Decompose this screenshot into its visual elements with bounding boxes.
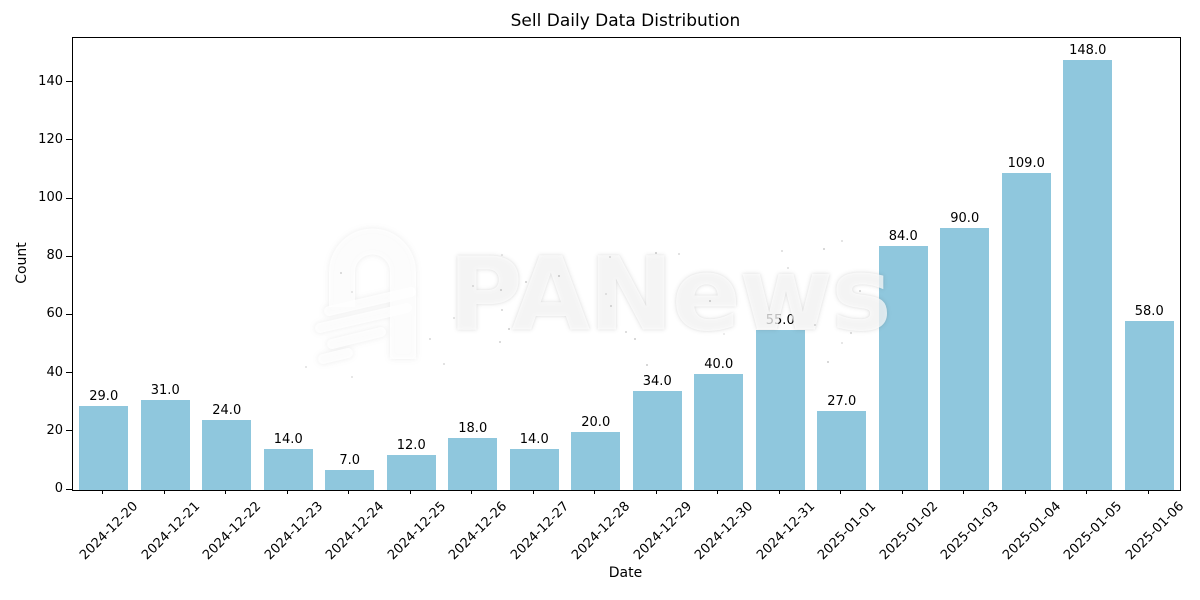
bar bbox=[1063, 59, 1113, 490]
x-tick-label: 2025-01-02 bbox=[876, 499, 941, 564]
y-tick-mark bbox=[66, 488, 72, 490]
bar bbox=[878, 245, 928, 490]
bar-value-label: 27.0 bbox=[827, 394, 857, 410]
bar bbox=[140, 399, 190, 490]
x-tick-label: 2024-12-20 bbox=[77, 499, 142, 564]
bar bbox=[386, 455, 436, 490]
y-tick-label: 80 bbox=[46, 248, 63, 264]
x-tick-label: 2025-01-03 bbox=[938, 499, 1003, 564]
y-tick-label: 20 bbox=[46, 422, 63, 438]
bar-value-label: 29.0 bbox=[89, 388, 119, 404]
bar-value-label: 24.0 bbox=[212, 403, 242, 419]
x-tick-mark bbox=[901, 490, 903, 494]
bar bbox=[1124, 321, 1174, 490]
bar-value-label: 31.0 bbox=[150, 382, 180, 398]
y-tick-mark bbox=[66, 313, 72, 315]
x-tick-mark bbox=[163, 490, 165, 494]
bar bbox=[509, 449, 559, 490]
x-tick-mark bbox=[409, 490, 411, 494]
y-tick-label: 100 bbox=[38, 190, 63, 206]
bar bbox=[263, 449, 313, 490]
x-tick-mark bbox=[225, 490, 227, 494]
bar-value-label: 14.0 bbox=[273, 432, 303, 448]
x-tick-mark bbox=[1086, 490, 1088, 494]
plot-area: 29.0 31.0 24.0 14.0 7.0 12.0 18.0 14.0 20.0 34.0 4… bbox=[72, 37, 1181, 491]
y-tick-mark bbox=[66, 139, 72, 141]
bar bbox=[940, 228, 990, 490]
bar bbox=[632, 391, 682, 490]
bar bbox=[571, 431, 621, 490]
x-tick-label: 2024-12-23 bbox=[261, 499, 326, 564]
y-tick-label: 40 bbox=[46, 364, 63, 380]
x-tick-mark bbox=[594, 490, 596, 494]
y-tick-mark bbox=[66, 197, 72, 199]
bar-value-label: 18.0 bbox=[458, 420, 488, 436]
y-tick-mark bbox=[66, 372, 72, 374]
bar-value-label: 12.0 bbox=[396, 438, 426, 454]
x-tick-label: 2024-12-21 bbox=[138, 499, 203, 564]
x-tick-mark bbox=[963, 490, 965, 494]
x-tick-label: 2024-12-29 bbox=[630, 499, 695, 564]
y-tick-label: 120 bbox=[38, 131, 63, 147]
bar-value-label: 109.0 bbox=[1007, 155, 1045, 171]
x-tick-mark bbox=[1147, 490, 1149, 494]
x-tick-mark bbox=[717, 490, 719, 494]
y-tick-mark bbox=[66, 430, 72, 432]
y-tick-mark bbox=[66, 81, 72, 83]
bar bbox=[1001, 172, 1051, 490]
bar bbox=[448, 437, 498, 490]
x-tick-label: 2024-12-30 bbox=[692, 499, 757, 564]
x-tick-mark bbox=[1024, 490, 1026, 494]
x-tick-label: 2025-01-05 bbox=[1061, 499, 1126, 564]
x-tick-mark bbox=[102, 490, 104, 494]
x-tick-label: 2024-12-22 bbox=[200, 499, 265, 564]
bar-value-label: 90.0 bbox=[950, 211, 980, 227]
bar-value-label: 7.0 bbox=[339, 452, 361, 468]
x-tick-label: 2024-12-27 bbox=[507, 499, 572, 564]
bar bbox=[817, 411, 867, 490]
x-tick-label: 2025-01-01 bbox=[815, 499, 880, 564]
x-tick-label: 2025-01-04 bbox=[999, 499, 1064, 564]
x-tick-mark bbox=[471, 490, 473, 494]
x-tick-mark bbox=[532, 490, 534, 494]
chart-title: Sell Daily Data Distribution bbox=[510, 11, 741, 31]
bar-value-label: 20.0 bbox=[581, 414, 611, 430]
bar-value-label: 34.0 bbox=[642, 374, 672, 390]
x-tick-mark bbox=[655, 490, 657, 494]
bar-value-label: 58.0 bbox=[1134, 304, 1164, 320]
x-tick-label: 2024-12-31 bbox=[753, 499, 818, 564]
x-tick-mark bbox=[778, 490, 780, 494]
x-tick-label: 2025-01-06 bbox=[1122, 499, 1187, 564]
bar bbox=[79, 405, 129, 490]
bar-value-label: 148.0 bbox=[1069, 42, 1107, 58]
bar-value-label: 40.0 bbox=[704, 356, 734, 372]
y-tick-label: 0 bbox=[54, 481, 63, 496]
x-tick-label: 2024-12-24 bbox=[323, 499, 388, 564]
x-tick-mark bbox=[840, 490, 842, 494]
bar bbox=[202, 420, 252, 490]
bar-value-label: 55.0 bbox=[765, 313, 795, 329]
x-tick-label: 2024-12-25 bbox=[384, 499, 449, 564]
bar-value-label: 14.0 bbox=[519, 432, 549, 448]
x-tick-mark bbox=[348, 490, 350, 494]
y-tick-label: 140 bbox=[38, 73, 63, 89]
x-tick-label: 2024-12-26 bbox=[446, 499, 511, 564]
x-tick-mark bbox=[286, 490, 288, 494]
bar bbox=[755, 330, 805, 490]
y-tick-mark bbox=[66, 255, 72, 257]
bar bbox=[694, 373, 744, 490]
bar-value-label: 84.0 bbox=[888, 228, 918, 244]
bar bbox=[325, 469, 375, 490]
x-axis-label: Date bbox=[608, 565, 643, 581]
x-tick-label: 2024-12-28 bbox=[569, 499, 634, 564]
y-tick-label: 60 bbox=[46, 306, 63, 322]
